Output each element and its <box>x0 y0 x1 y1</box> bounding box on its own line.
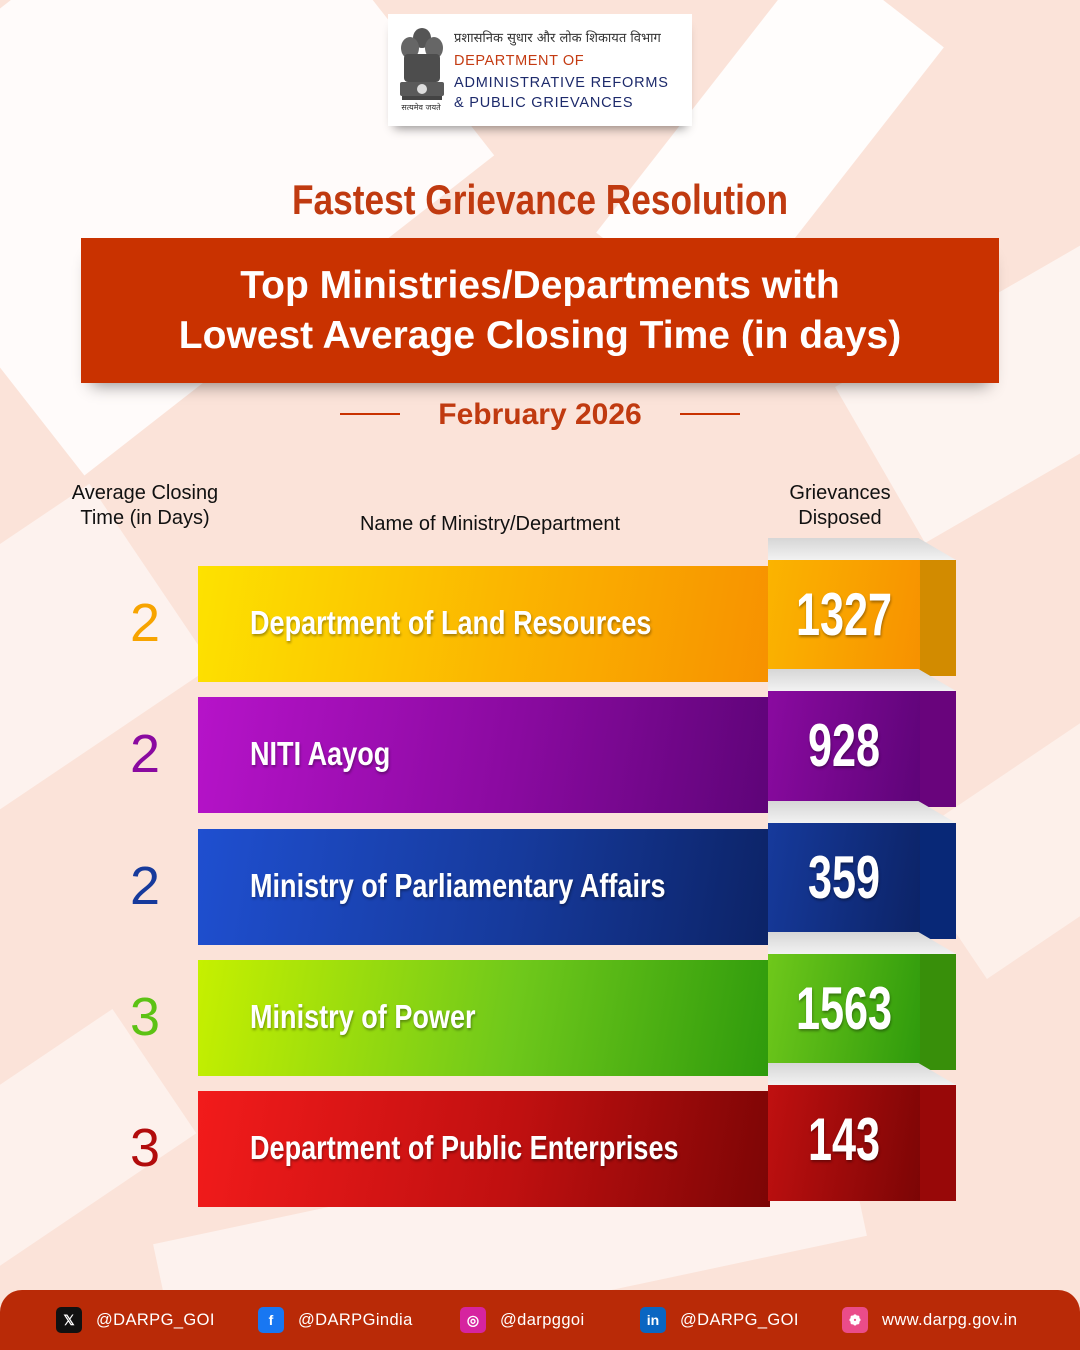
table-row: Ministry of Power <box>198 960 770 1076</box>
grievances-disposed-value: 1563 <box>795 975 893 1042</box>
table-row: Department of Public Enterprises <box>198 1091 770 1207</box>
social-link[interactable]: f @DARPGindia <box>258 1307 413 1333</box>
department-name-line1: DEPARTMENT OF <box>454 53 585 69</box>
table-row: Ministry of Parliamentary Affairs <box>198 829 770 945</box>
social-handle: @DARPG_GOI <box>680 1310 799 1329</box>
period-text: February 2026 <box>438 398 642 431</box>
social-footer: 𝕏 @DARPG_GOI f @DARPGindia ◎ @darpggoi in @DARP… <box>0 1290 1080 1350</box>
avg-header-line1: Average Closing <box>71 482 219 504</box>
ministry-name: NITI Aayog <box>250 735 391 772</box>
social-handle: www.darpg.gov.in <box>882 1310 1018 1329</box>
ministry-name: Ministry of Power <box>250 998 476 1035</box>
block-front-face <box>768 691 920 807</box>
social-link[interactable]: 𝕏 @DARPG_GOI <box>56 1307 215 1333</box>
national-emblem-icon <box>400 28 444 100</box>
block-side-face <box>920 691 956 807</box>
avg-closing-days: 2 <box>129 856 161 916</box>
avg-closing-days: 3 <box>129 987 161 1047</box>
subtitle-line1: Top Ministries/Departments with <box>240 263 840 307</box>
social-link[interactable]: ❁ www.darpg.gov.in <box>842 1307 1017 1333</box>
grievances-disposed-header: Grievances Disposed <box>750 481 930 531</box>
avg-header-line2: Time (in Days) <box>80 507 210 529</box>
page-title: Fastest Grievance Resolution <box>291 176 789 223</box>
block-side-face <box>920 1085 956 1201</box>
grievances-disposed-value: 143 <box>807 1106 881 1173</box>
avg-closing-days: 2 <box>129 593 161 653</box>
disposed-count-block: 1563 <box>768 932 956 1070</box>
grievances-disposed-value: 928 <box>807 712 881 779</box>
grievances-disposed-value: 1327 <box>795 581 893 648</box>
block-side-face <box>920 560 956 676</box>
avg-closing-days: 2 <box>129 724 161 784</box>
block-front-face <box>768 1085 920 1201</box>
period-rule-right <box>680 413 740 415</box>
block-top-face <box>768 801 956 823</box>
table-row: NITI Aayog <box>198 697 770 813</box>
disposed-header-line2: Disposed <box>798 507 882 529</box>
block-top-face <box>768 538 956 560</box>
avg-closing-time-header: Average Closing Time (in Days) <box>40 481 250 531</box>
social-handle: @darpggoi <box>500 1310 585 1329</box>
block-front-face <box>768 560 920 676</box>
department-name-hindi: प्रशासनिक सुधार और लोक शिकायत विभाग <box>454 31 661 46</box>
subtitle-line2: Lowest Average Closing Time (in days) <box>178 313 902 357</box>
social-link[interactable]: ◎ @darpggoi <box>460 1307 585 1333</box>
linkedin-icon: in <box>640 1307 666 1333</box>
block-top-face <box>768 932 956 954</box>
ministry-name: Department of Land Resources <box>250 604 652 641</box>
block-side-face <box>920 954 956 1070</box>
ministry-name: Department of Public Enterprises <box>250 1129 679 1166</box>
department-logo-card: सत्यमेव जयते प्रशासनिक सुधार और लोक शिका… <box>388 14 692 126</box>
avg-closing-days: 3 <box>129 1118 161 1178</box>
ministry-name-header: Name of Ministry/Department <box>359 513 621 535</box>
emblem-motto: सत्यमेव जयते <box>401 103 441 112</box>
department-name-line2: ADMINISTRATIVE REFORMS <box>454 75 669 91</box>
block-front-face <box>768 954 920 1070</box>
disposed-header-line1: Grievances <box>789 482 891 504</box>
block-side-face <box>920 823 956 939</box>
period-rule-left <box>340 413 400 415</box>
globe-icon: ❁ <box>842 1307 868 1333</box>
block-front-face <box>768 823 920 939</box>
instagram-icon: ◎ <box>460 1307 486 1333</box>
table-row: Department of Land Resources <box>198 566 770 682</box>
social-handle: @DARPG_GOI <box>96 1310 215 1329</box>
social-handle: @DARPGindia <box>298 1310 413 1329</box>
disposed-count-block: 359 <box>768 801 956 939</box>
block-top-face <box>768 1063 956 1085</box>
department-name-line3: & PUBLIC GRIEVANCES <box>454 95 634 111</box>
facebook-icon: f <box>258 1307 284 1333</box>
ministry-name: Ministry of Parliamentary Affairs <box>250 867 666 904</box>
period-heading: February 2026 <box>340 394 740 434</box>
social-link[interactable]: in @DARPG_GOI <box>640 1307 799 1333</box>
x-twitter-icon: 𝕏 <box>56 1307 82 1333</box>
disposed-count-block: 143 <box>768 1063 956 1201</box>
disposed-count-block: 1327 <box>768 538 956 676</box>
disposed-count-block: 928 <box>768 669 956 807</box>
grievances-disposed-value: 359 <box>807 844 881 911</box>
block-top-face <box>768 669 956 691</box>
subtitle-banner: Top Ministries/Departments with Lowest A… <box>81 238 999 383</box>
